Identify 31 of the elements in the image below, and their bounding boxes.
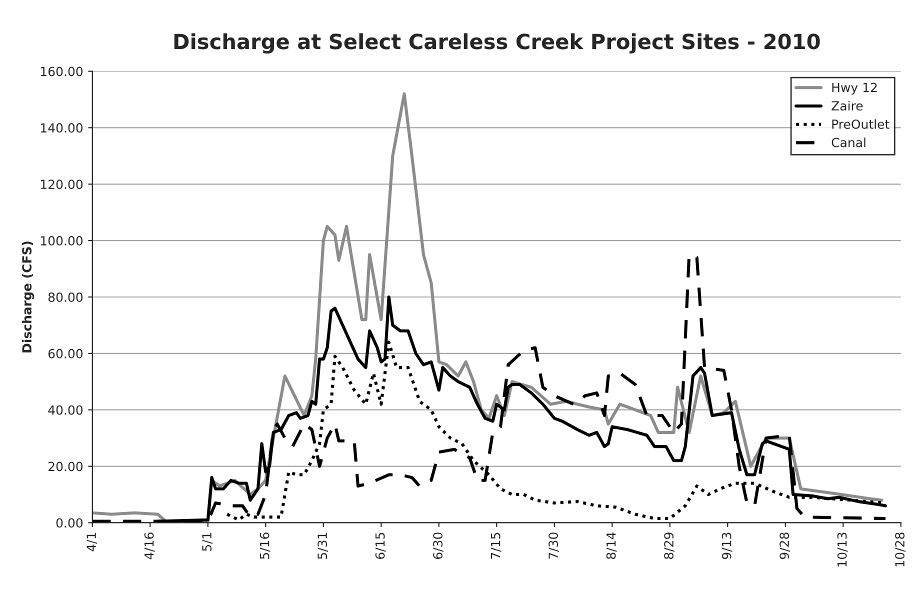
chart-title: Discharge at Select Careless Creek Project Sites - 2010	[174, 33, 820, 54]
x-tick-label: 8/29	[664, 532, 675, 559]
x-tick-label: 5/31	[318, 532, 328, 559]
x-tick-label: 9/28	[780, 532, 790, 560]
legend-label: Zaire	[832, 100, 863, 111]
y-tick-label: 100.00	[41, 236, 83, 246]
x-tick-label: 5/1	[202, 532, 213, 551]
legend-label: Hwy 12	[832, 82, 877, 95]
x-tick-label: 4/16	[144, 532, 155, 560]
legend-label: PreOutlet	[832, 119, 890, 129]
x-tick-label: 6/15	[375, 532, 386, 559]
x-tick-label: 4/1	[86, 532, 98, 552]
y-tick-label: 80.00	[48, 292, 83, 302]
y-axis-title: Discharge (CFS)	[22, 242, 34, 352]
x-tick-label: 7/30	[548, 532, 560, 559]
legend-label: Canal	[832, 138, 866, 148]
y-tick-label: 60.00	[48, 348, 83, 358]
x-tick-label: 7/15	[490, 532, 502, 559]
line-series	[92, 253, 888, 523]
y-tick-label: 120.00	[41, 180, 83, 190]
y-tick-label: 0.00	[56, 518, 83, 528]
x-tick-label: 10/13	[837, 532, 848, 566]
x-tick-label: 8/14	[606, 532, 617, 559]
x-tick-label: 10/28	[895, 532, 906, 566]
x-tick-label: 6/30	[433, 532, 444, 559]
y-tick-label: 140.00	[41, 123, 83, 133]
y-tick-label: 160.00	[41, 66, 83, 76]
x-tick-label: 9/13	[722, 532, 732, 560]
y-tick-label: 40.00	[48, 405, 83, 415]
x-tick-label: 5/16	[260, 532, 270, 559]
y-tick-label: 20.00	[48, 462, 83, 472]
